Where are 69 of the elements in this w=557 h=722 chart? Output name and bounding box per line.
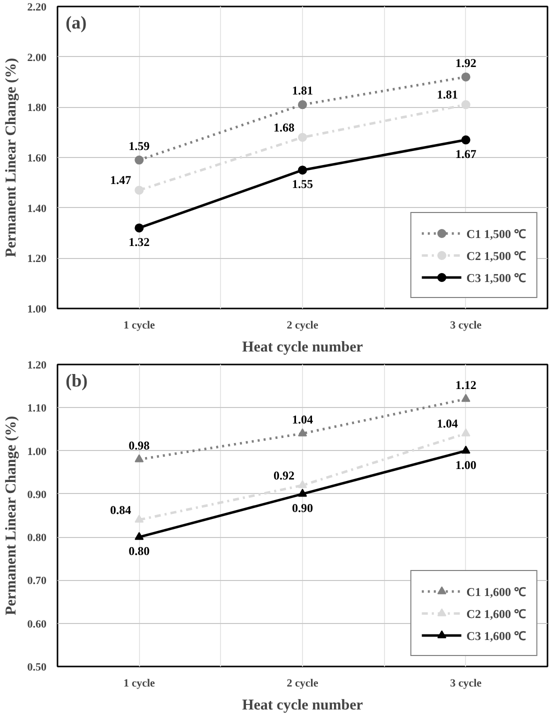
x-axis-title: Heat cycle number (242, 340, 364, 356)
x-tick-label: 2 cycle (286, 320, 318, 332)
y-tick-label: 1.10 (27, 402, 47, 415)
point (134, 156, 144, 165)
y-tick-label: 0.80 (27, 532, 47, 544)
y-tick-label: 1.00 (27, 304, 47, 316)
y-tick-label: 1.60 (27, 152, 47, 164)
point (461, 394, 470, 402)
point (134, 532, 144, 540)
y-tick-label: 0.60 (27, 618, 47, 630)
data-label: 1.00 (455, 458, 476, 472)
data-label: 1.32 (128, 234, 150, 249)
point (134, 454, 144, 462)
y-tick-label: 1.00 (27, 446, 47, 458)
y-tick-label: 1.20 (27, 360, 47, 372)
point (298, 488, 307, 497)
data-label: 0.98 (128, 438, 150, 452)
data-label: 1.55 (292, 177, 313, 192)
point (461, 135, 470, 144)
point (461, 428, 470, 436)
data-label: 0.92 (274, 468, 294, 482)
x-tick-label: 3 cycle (450, 320, 482, 332)
point (461, 72, 470, 82)
y-tick-label: 0.90 (27, 488, 47, 501)
y-axis-title: Permanent Linear Change (%) (3, 58, 20, 258)
y-tick-label: 0.50 (27, 662, 47, 674)
point (298, 132, 307, 142)
x-tick-label: 1 cycle (123, 678, 156, 690)
data-label: 1.67 (455, 146, 476, 161)
x-tick-label: 1 cycle (123, 320, 156, 332)
legend-label: C2 1,500 ℃ (466, 248, 526, 264)
point (298, 100, 307, 110)
y-tick-label: 1.40 (27, 202, 47, 215)
data-label: 0.80 (128, 544, 150, 558)
legend-label: C1 1,600 ℃ (466, 584, 526, 600)
x-tick-label: 3 cycle (450, 678, 482, 690)
x-axis-title: Heat cycle number (242, 698, 364, 714)
y-tick-label: 0.70 (27, 575, 47, 588)
data-label: 1.68 (274, 120, 294, 134)
legend-label: C1 1,500 ℃ (466, 226, 526, 242)
legend-label: C2 1,600 ℃ (466, 606, 526, 622)
data-label: 1.47 (110, 173, 132, 188)
data-label: 0.84 (110, 502, 132, 517)
point (298, 428, 307, 436)
data-label: 1.81 (292, 84, 313, 98)
x-tick-label: 2 cycle (286, 678, 318, 690)
y-tick-label: 2.20 (27, 2, 47, 14)
data-label: 1.92 (455, 56, 476, 70)
legend-label: C3 1,500 ℃ (466, 270, 526, 286)
point (134, 514, 144, 523)
chart-title: (b) (66, 370, 88, 390)
point (134, 186, 144, 195)
chart-title: (a) (66, 12, 87, 32)
point (298, 480, 307, 488)
y-tick-label: 1.20 (27, 253, 47, 266)
point (134, 223, 144, 232)
data-label: 1.04 (436, 416, 458, 431)
data-label: 1.04 (292, 412, 313, 427)
y-tick-label: 1.80 (27, 102, 47, 114)
data-label: 1.12 (455, 378, 476, 392)
data-label: 0.90 (292, 500, 313, 515)
point (461, 100, 470, 110)
y-tick-label: 2.00 (27, 52, 47, 64)
y-axis-title: Permanent Linear Change (%) (3, 416, 20, 616)
data-label: 1.59 (128, 139, 150, 154)
legend-label: C3 1,600 ℃ (466, 628, 526, 644)
point (298, 166, 307, 175)
point (461, 446, 470, 454)
data-label: 1.81 (436, 88, 458, 102)
